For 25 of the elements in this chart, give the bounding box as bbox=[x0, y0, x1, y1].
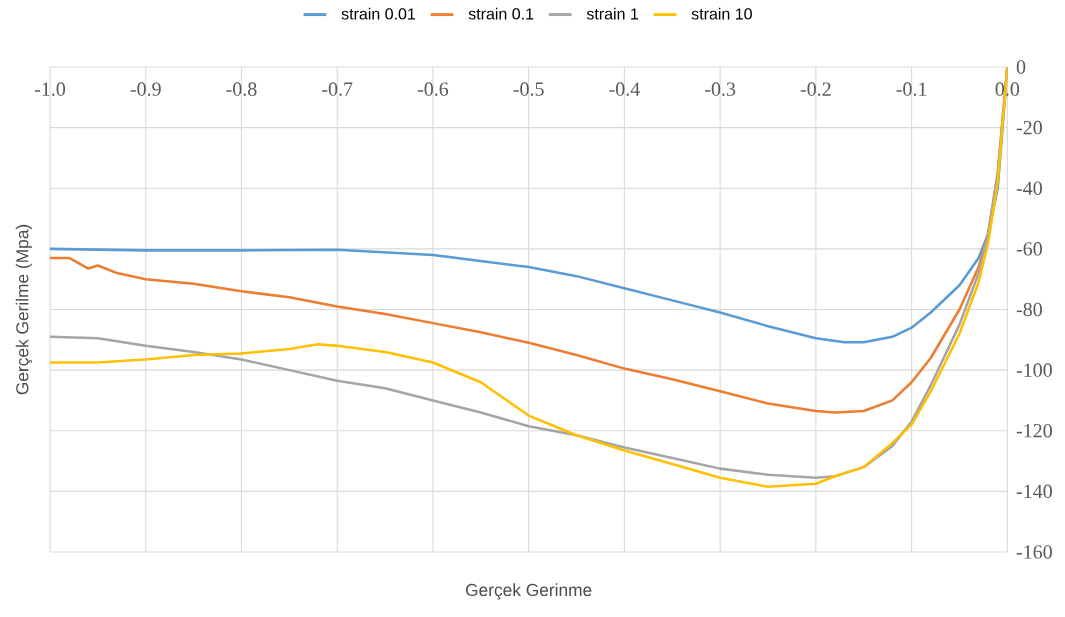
x-tick-label: -0.7 bbox=[322, 82, 353, 96]
x-tick-label: -0.6 bbox=[417, 82, 449, 96]
x-tick-label: -0.8 bbox=[226, 82, 257, 96]
y-tick-label: -160 bbox=[1016, 545, 1052, 559]
legend-label: strain 0.1 bbox=[468, 7, 534, 20]
y-tick-label: -120 bbox=[1016, 423, 1052, 438]
y-tick-label: 0 bbox=[1016, 60, 1026, 74]
x-tick-label: -1.0 bbox=[34, 82, 66, 96]
legend-label: strain 10 bbox=[691, 7, 752, 20]
legend-label: strain 1 bbox=[586, 7, 639, 20]
y-tick-label: -140 bbox=[1016, 484, 1052, 499]
x-tick-label: -0.9 bbox=[130, 82, 161, 96]
x-tick-label: -0.4 bbox=[609, 82, 640, 96]
x-tick-label: -0.1 bbox=[896, 82, 927, 96]
x-axis-title: Gerçek Gerinme bbox=[465, 583, 592, 600]
x-tick-label: -0.3 bbox=[705, 82, 736, 96]
y-tick-label: -40 bbox=[1016, 181, 1042, 195]
y-axis-title: Gerçek Gerilme (Mpa) bbox=[15, 224, 32, 395]
x-tick-label: -0.2 bbox=[800, 82, 831, 96]
y-tick-label: -100 bbox=[1016, 363, 1052, 377]
y-tick-label: -80 bbox=[1016, 302, 1042, 317]
legend-label: strain 0.01 bbox=[341, 7, 416, 20]
y-tick-label: -60 bbox=[1016, 242, 1042, 256]
x-tick-label: -0.5 bbox=[513, 82, 544, 96]
y-tick-label: -20 bbox=[1016, 120, 1042, 135]
